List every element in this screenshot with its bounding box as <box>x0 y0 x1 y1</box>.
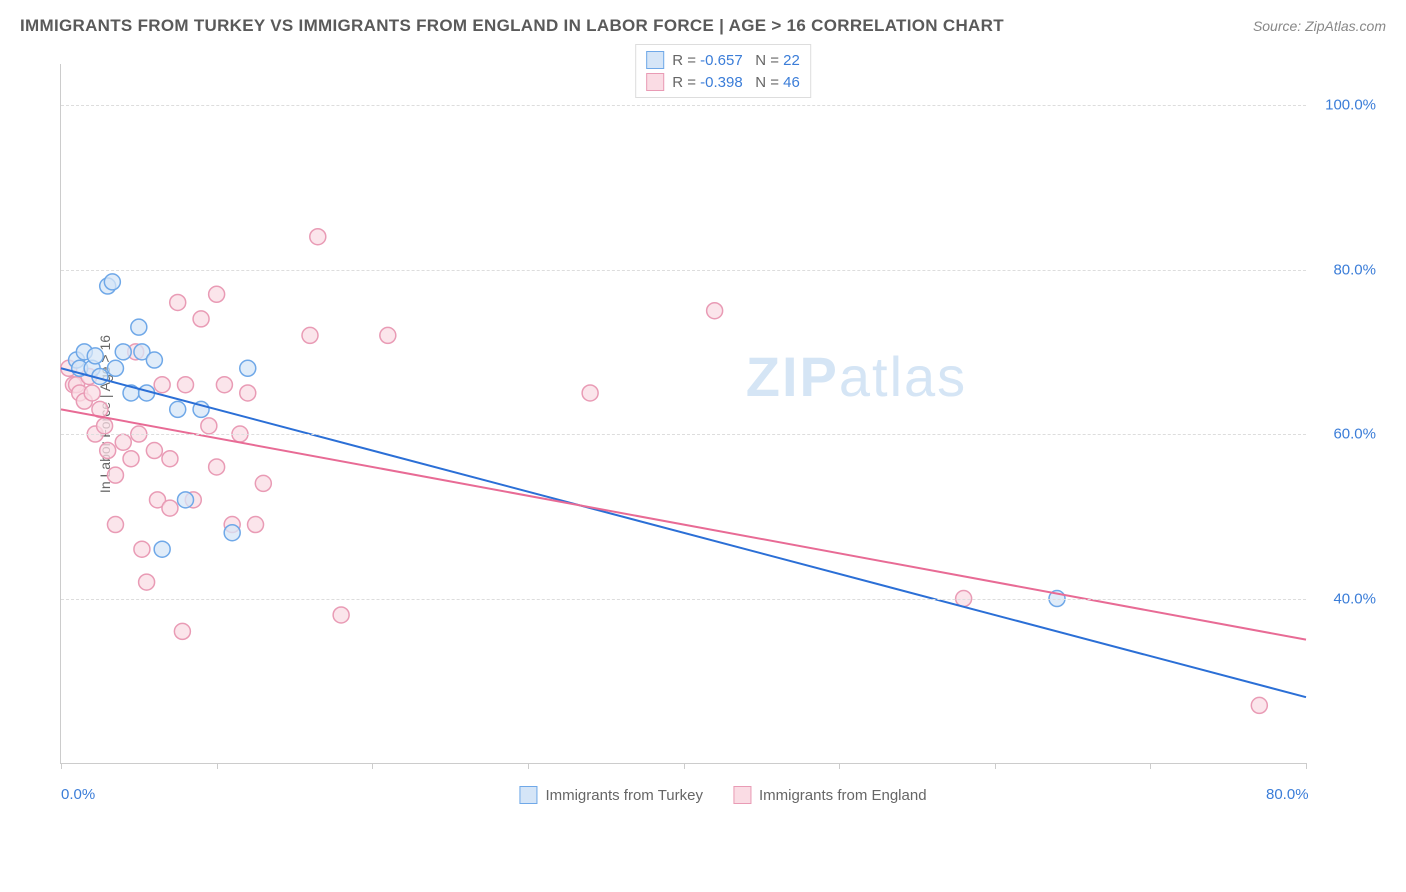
data-point <box>139 574 155 590</box>
data-point <box>380 327 396 343</box>
legend-stat-row: R = -0.657 N = 22 <box>646 49 800 71</box>
legend-stat-row: R = -0.398 N = 46 <box>646 71 800 93</box>
data-point <box>209 286 225 302</box>
data-point <box>178 492 194 508</box>
data-point <box>240 385 256 401</box>
data-point <box>107 360 123 376</box>
data-point <box>87 348 103 364</box>
data-point <box>174 623 190 639</box>
data-point <box>178 377 194 393</box>
x-tick <box>839 763 840 769</box>
legend-stat-text: R = -0.398 N = 46 <box>672 74 800 91</box>
data-point <box>248 517 264 533</box>
x-tick <box>1150 763 1151 769</box>
legend-series-label: Immigrants from England <box>759 787 927 804</box>
gridline <box>61 270 1306 271</box>
x-tick <box>684 763 685 769</box>
regression-line <box>61 368 1306 697</box>
x-axis-tick-label: 0.0% <box>61 786 95 803</box>
data-point <box>216 377 232 393</box>
data-point <box>154 377 170 393</box>
y-tick-label: 100.0% <box>1325 97 1376 114</box>
data-point <box>100 443 116 459</box>
y-tick-label: 60.0% <box>1333 426 1376 443</box>
data-point <box>154 541 170 557</box>
chart-title: IMMIGRANTS FROM TURKEY VS IMMIGRANTS FRO… <box>20 16 1004 36</box>
data-point <box>84 385 100 401</box>
legend-swatch <box>646 51 664 69</box>
data-point <box>310 229 326 245</box>
data-point <box>224 525 240 541</box>
source-label: Source: ZipAtlas.com <box>1253 18 1386 34</box>
data-point <box>97 418 113 434</box>
plot-area: In Labor Force | Age > 16 ZIPatlas 40.0%… <box>60 64 1306 764</box>
data-point <box>333 607 349 623</box>
x-tick <box>528 763 529 769</box>
data-point <box>123 451 139 467</box>
data-point <box>115 344 131 360</box>
x-axis-tick-label: 80.0% <box>1266 786 1309 803</box>
data-point <box>707 303 723 319</box>
data-point <box>201 418 217 434</box>
data-point <box>146 443 162 459</box>
x-tick <box>217 763 218 769</box>
data-point <box>193 311 209 327</box>
data-point <box>107 517 123 533</box>
y-tick-label: 80.0% <box>1333 261 1376 278</box>
x-tick <box>995 763 996 769</box>
data-point <box>582 385 598 401</box>
correlation-legend: R = -0.657 N = 22 R = -0.398 N = 46 <box>635 44 811 98</box>
data-point <box>170 294 186 310</box>
data-point <box>162 451 178 467</box>
x-tick <box>61 763 62 769</box>
data-point <box>146 352 162 368</box>
legend-series-item: Immigrants from Turkey <box>519 786 703 804</box>
data-point <box>302 327 318 343</box>
data-point <box>255 475 271 491</box>
data-point <box>107 467 123 483</box>
data-point <box>134 541 150 557</box>
legend-swatch <box>733 786 751 804</box>
chart-container: In Labor Force | Age > 16 ZIPatlas 40.0%… <box>60 44 1386 824</box>
data-point <box>131 319 147 335</box>
gridline <box>61 599 1306 600</box>
x-tick <box>372 763 373 769</box>
data-point <box>104 274 120 290</box>
x-tick <box>1306 763 1307 769</box>
legend-swatch <box>646 73 664 91</box>
legend-series-item: Immigrants from England <box>733 786 927 804</box>
data-point <box>240 360 256 376</box>
data-point <box>170 401 186 417</box>
legend-stat-text: R = -0.657 N = 22 <box>672 52 800 69</box>
scatter-plot-svg <box>61 64 1306 763</box>
legend-series-label: Immigrants from Turkey <box>545 787 703 804</box>
gridline <box>61 434 1306 435</box>
y-tick-label: 40.0% <box>1333 590 1376 607</box>
data-point <box>209 459 225 475</box>
series-legend: Immigrants from Turkey Immigrants from En… <box>519 786 926 804</box>
gridline <box>61 105 1306 106</box>
legend-swatch <box>519 786 537 804</box>
data-point <box>115 434 131 450</box>
data-point <box>1251 697 1267 713</box>
data-point <box>162 500 178 516</box>
